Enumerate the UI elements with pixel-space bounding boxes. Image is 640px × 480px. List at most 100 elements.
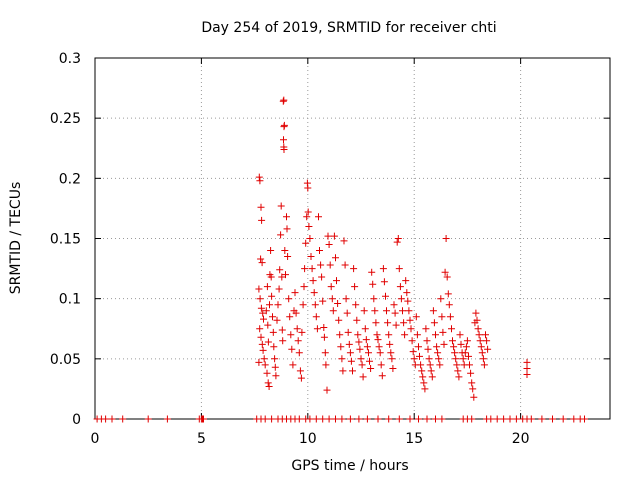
data-point bbox=[328, 295, 336, 303]
y-tick-label: 0.1 bbox=[59, 292, 81, 308]
data-point bbox=[310, 289, 318, 297]
data-point bbox=[304, 208, 312, 216]
data-point bbox=[286, 313, 294, 321]
data-point bbox=[283, 213, 290, 221]
data-point bbox=[383, 307, 390, 315]
data-point bbox=[378, 372, 386, 380]
data-point bbox=[268, 415, 276, 423]
data-point bbox=[280, 96, 288, 104]
data-point bbox=[426, 361, 434, 369]
data-point bbox=[288, 345, 296, 353]
data-point bbox=[438, 415, 446, 423]
data-point bbox=[428, 373, 436, 381]
data-point bbox=[361, 325, 369, 333]
data-point bbox=[404, 297, 412, 305]
data-point bbox=[261, 361, 269, 369]
data-point bbox=[327, 283, 335, 291]
data-point bbox=[377, 361, 385, 369]
x-axis-label: GPS time / hours bbox=[291, 458, 408, 474]
data-point bbox=[319, 415, 327, 423]
data-point bbox=[366, 357, 373, 365]
data-point bbox=[255, 285, 263, 293]
data-point bbox=[353, 316, 361, 324]
x-tick-label: 5 bbox=[197, 431, 206, 447]
data-point bbox=[300, 283, 308, 291]
data-point bbox=[256, 325, 264, 333]
data-point bbox=[338, 415, 346, 423]
data-point bbox=[255, 358, 263, 366]
data-point bbox=[324, 232, 332, 240]
data-point bbox=[443, 273, 451, 281]
data-point bbox=[278, 273, 286, 281]
data-point bbox=[523, 358, 531, 366]
grid-lines bbox=[95, 58, 610, 419]
data-point bbox=[418, 367, 426, 375]
data-point bbox=[340, 237, 348, 245]
x-tick-label: 10 bbox=[299, 431, 317, 447]
data-point bbox=[467, 369, 475, 377]
data-point bbox=[482, 331, 489, 339]
data-point bbox=[461, 349, 469, 357]
data-point bbox=[382, 292, 389, 300]
data-point bbox=[341, 261, 349, 269]
data-point bbox=[320, 333, 328, 341]
data-point bbox=[392, 321, 400, 329]
data-point bbox=[523, 365, 531, 372]
data-point bbox=[400, 319, 408, 327]
data-point bbox=[279, 337, 287, 345]
data-point bbox=[323, 386, 331, 394]
data-point bbox=[281, 247, 289, 254]
data-point bbox=[559, 415, 567, 423]
data-point bbox=[305, 223, 313, 230]
data-point bbox=[433, 343, 441, 351]
data-point bbox=[258, 340, 266, 348]
data-point bbox=[344, 328, 352, 336]
data-point bbox=[454, 367, 462, 375]
data-point bbox=[257, 304, 265, 312]
data-point bbox=[312, 313, 320, 321]
data-point bbox=[350, 265, 358, 273]
y-axis-label: SRMTID / TECUs bbox=[8, 182, 24, 295]
data-point bbox=[410, 355, 418, 363]
data-point bbox=[294, 337, 302, 345]
y-tick-labels: 0 0.05 0.1 0.15 0.2 0.25 0.3 bbox=[50, 51, 81, 428]
data-point bbox=[163, 415, 171, 423]
data-point bbox=[397, 295, 405, 303]
data-point bbox=[275, 285, 283, 293]
data-point bbox=[200, 415, 207, 423]
data-point bbox=[318, 273, 326, 281]
data-point bbox=[334, 300, 342, 307]
data-point bbox=[432, 331, 439, 339]
data-point bbox=[477, 343, 485, 351]
data-point bbox=[304, 184, 312, 192]
data-point bbox=[456, 331, 464, 339]
data-point bbox=[581, 415, 588, 423]
data-point bbox=[262, 307, 270, 315]
data-point bbox=[345, 340, 353, 348]
data-point bbox=[277, 202, 285, 210]
data-point bbox=[394, 235, 402, 242]
data-point bbox=[387, 349, 395, 357]
data-point bbox=[296, 367, 304, 375]
data-point bbox=[102, 415, 110, 423]
data-point bbox=[423, 337, 431, 345]
data-point bbox=[144, 415, 152, 423]
data-point bbox=[309, 277, 317, 285]
data-point bbox=[355, 415, 363, 423]
x-tick-labels: 0 5 10 15 20 bbox=[91, 431, 530, 447]
data-point bbox=[478, 349, 486, 357]
data-point bbox=[500, 415, 508, 423]
data-point bbox=[363, 343, 371, 351]
data-point bbox=[259, 346, 267, 354]
data-point bbox=[380, 278, 388, 286]
data-point bbox=[316, 247, 323, 254]
data-point bbox=[371, 307, 379, 315]
data-point bbox=[301, 265, 309, 273]
data-point bbox=[336, 331, 344, 339]
data-point bbox=[451, 349, 459, 357]
data-point bbox=[276, 266, 284, 274]
data-point bbox=[295, 349, 303, 357]
data-point bbox=[368, 268, 376, 276]
data-point bbox=[319, 297, 327, 305]
data-point bbox=[270, 343, 278, 351]
